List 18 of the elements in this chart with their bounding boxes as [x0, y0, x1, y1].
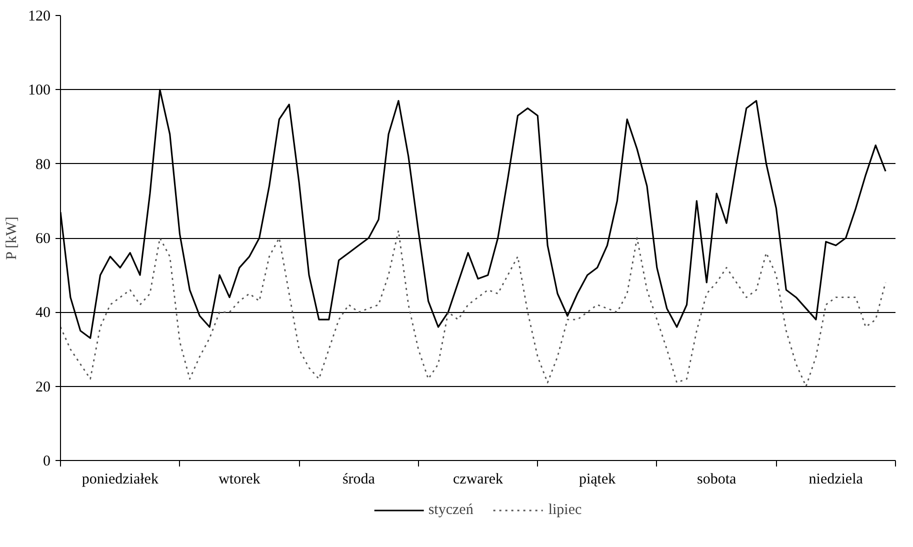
- x-tick-label: środa: [342, 472, 376, 488]
- x-tick-label: sobota: [696, 472, 736, 488]
- legend-label: lipiec: [548, 502, 582, 518]
- x-tick-label: niedziela: [808, 472, 864, 488]
- y-tick-label: 20: [36, 379, 50, 396]
- y-tick-label: 120: [28, 8, 50, 24]
- x-tick-label: poniedziałek: [82, 472, 159, 488]
- y-tick-label: 100: [28, 82, 50, 99]
- y-axis-title: P [kW]: [4, 216, 20, 260]
- legend-label: styczeń: [428, 502, 474, 518]
- x-tick-label: piątek: [578, 472, 616, 488]
- y-tick-label: 60: [36, 231, 50, 247]
- y-tick-label: 80: [36, 156, 50, 173]
- x-tick-label: wtorek: [218, 472, 261, 488]
- y-tick-label: 0: [43, 454, 50, 470]
- line-series: [60, 230, 886, 388]
- y-tick-label: 40: [36, 305, 50, 322]
- x-tick-label: czwarek: [453, 472, 504, 488]
